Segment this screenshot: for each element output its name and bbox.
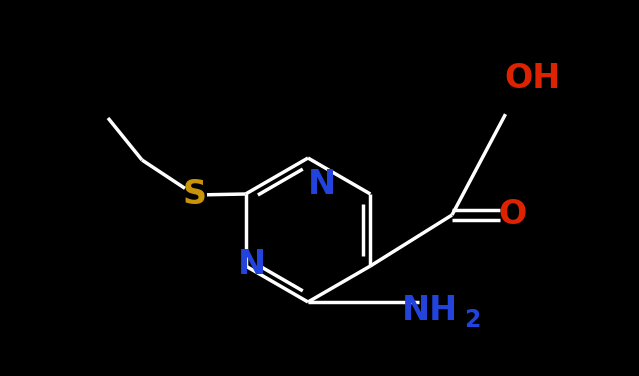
Text: N: N: [238, 249, 266, 282]
Text: S: S: [183, 179, 207, 211]
Text: 2: 2: [464, 308, 480, 332]
Text: N: N: [308, 168, 336, 202]
Text: OH: OH: [505, 62, 561, 94]
Text: NH: NH: [402, 294, 458, 326]
Text: O: O: [499, 199, 527, 232]
